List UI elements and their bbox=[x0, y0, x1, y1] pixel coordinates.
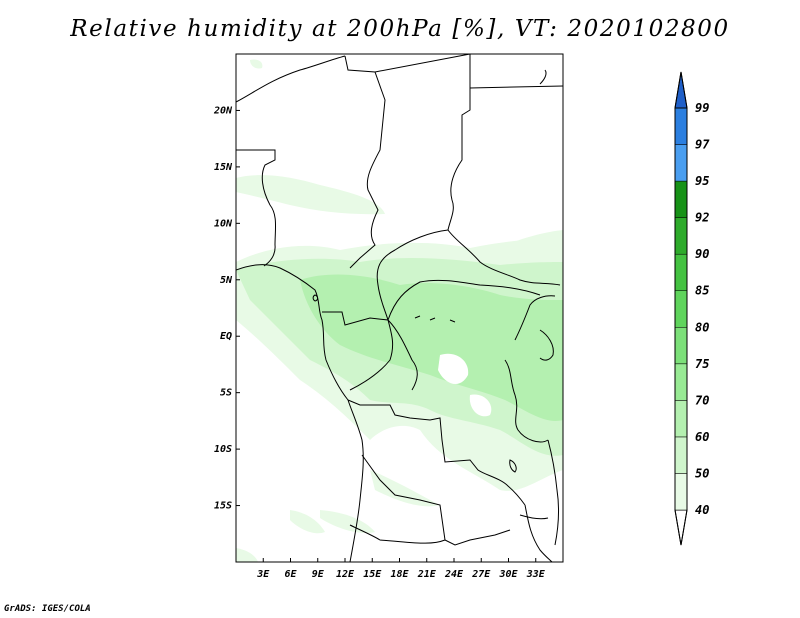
colorbar-segment bbox=[674, 400, 688, 438]
map-title: Relative humidity at 200hPa [%], VT: 202… bbox=[70, 16, 730, 42]
border-line bbox=[519, 514, 549, 520]
x-tick-label: 15E bbox=[363, 569, 382, 580]
colorbar: 40 50 60 70 75 80 85 90 92 95 97 99 bbox=[674, 71, 710, 546]
colorbar-label: 40 bbox=[695, 503, 709, 517]
y-tick-label: 5S bbox=[220, 388, 232, 399]
x-tick-label: 18E bbox=[390, 569, 409, 580]
colorbar-segment bbox=[674, 180, 688, 218]
colorbar-label: 95 bbox=[695, 174, 709, 188]
colorbar-segment bbox=[674, 363, 688, 401]
country-borders bbox=[236, 54, 563, 562]
border-line bbox=[539, 329, 554, 361]
colorbar-segment bbox=[674, 107, 688, 145]
x-tick-label: 33E bbox=[526, 569, 546, 580]
x-tick-label: 30E bbox=[498, 569, 518, 580]
humidity-area bbox=[300, 274, 563, 421]
colorbar-label: 92 bbox=[695, 211, 709, 225]
colorbar-label: 50 bbox=[695, 466, 709, 480]
grads-credit: GrADS: IGES/COLA bbox=[4, 604, 91, 614]
border-line bbox=[236, 55, 346, 103]
border-line bbox=[504, 359, 549, 443]
map-ticks: 3E 6E 9E 12E 15E 18E 21E 24E 27E 30E 33E 20N 15N 10N 5… bbox=[213, 105, 546, 580]
y-tick-label: 10S bbox=[214, 444, 232, 455]
colorbar-label: 75 bbox=[695, 357, 709, 371]
y-tick-label: 20N bbox=[213, 105, 233, 116]
border-line bbox=[524, 504, 553, 562]
colorbar-segment bbox=[674, 290, 688, 328]
humidity-area bbox=[438, 353, 469, 385]
colorbar-segment bbox=[674, 253, 688, 291]
colorbar-segment bbox=[674, 71, 688, 109]
border-line bbox=[414, 315, 456, 323]
colorbar-segment bbox=[674, 217, 688, 255]
y-tick-label: 5N bbox=[220, 275, 233, 286]
x-tick-label: 21E bbox=[417, 569, 437, 580]
colorbar-segment bbox=[674, 144, 688, 182]
colorbar-segment bbox=[674, 327, 688, 365]
humidity-field bbox=[236, 59, 563, 562]
humidity-area bbox=[236, 175, 385, 215]
colorbar-label: 97 bbox=[695, 138, 710, 152]
x-tick-label: 12E bbox=[336, 569, 355, 580]
colorbar-segment bbox=[674, 473, 688, 511]
humidity-area bbox=[290, 510, 325, 534]
border-line bbox=[469, 85, 563, 89]
x-tick-label: 6E bbox=[284, 569, 297, 580]
humidity-area bbox=[469, 394, 492, 417]
colorbar-label: 90 bbox=[695, 247, 709, 261]
border-line bbox=[539, 69, 547, 85]
colorbar-label: 99 bbox=[695, 101, 709, 115]
y-tick-label: 10N bbox=[214, 218, 233, 229]
border-line bbox=[312, 294, 319, 302]
coastline bbox=[236, 264, 364, 562]
border-line bbox=[387, 319, 418, 391]
border-line bbox=[547, 439, 559, 546]
y-tick-label: 15N bbox=[214, 162, 233, 173]
border-line bbox=[509, 459, 517, 473]
x-tick-label: 9E bbox=[312, 569, 325, 580]
humidity-area bbox=[236, 548, 258, 562]
y-tick-label: 15S bbox=[214, 501, 232, 512]
border-line bbox=[376, 229, 449, 321]
border-line bbox=[236, 149, 277, 267]
border-line bbox=[374, 54, 471, 231]
x-tick-label: 27E bbox=[471, 569, 491, 580]
border-line bbox=[447, 229, 561, 286]
colorbar-segment bbox=[674, 509, 688, 546]
border-line bbox=[361, 454, 511, 546]
humidity-area bbox=[320, 510, 375, 534]
humidity-area bbox=[370, 470, 440, 507]
colorbar-label: 60 bbox=[695, 430, 709, 444]
colorbar-label: 85 bbox=[695, 284, 709, 298]
colorbar-label: 70 bbox=[695, 393, 709, 407]
colorbar-segment bbox=[674, 436, 688, 474]
border-line bbox=[347, 399, 526, 506]
x-tick-label: 3E bbox=[256, 569, 270, 580]
x-tick-label: 24E bbox=[444, 569, 464, 580]
colorbar-label: 80 bbox=[695, 320, 709, 334]
humidity-area bbox=[250, 59, 263, 69]
border-line bbox=[514, 295, 556, 341]
y-tick-label: EQ bbox=[220, 331, 232, 342]
colorbar-outline bbox=[674, 71, 688, 546]
border-line bbox=[349, 524, 446, 544]
humidity-area bbox=[500, 230, 563, 252]
border-line bbox=[344, 55, 386, 269]
border-line bbox=[387, 279, 541, 321]
